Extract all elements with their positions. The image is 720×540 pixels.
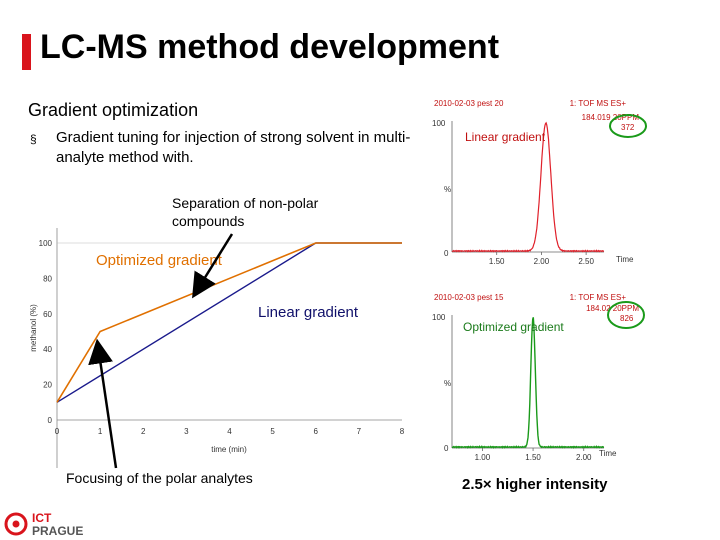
chrom-x-tick: 2.00	[576, 453, 592, 462]
chrom-x-tick: 2.00	[534, 257, 550, 266]
chrom1-ybottom: 0	[444, 249, 449, 258]
gradient-y-tick: 40	[43, 345, 52, 354]
gradient-x-tick: 0	[55, 427, 60, 436]
chrom1-x-ticks: 1.50 2.00 2.50	[489, 252, 594, 266]
chrom2-ytop: 100	[432, 313, 446, 322]
chrom1-x-label: Time	[616, 255, 634, 264]
bullet-text: Gradient tuning for injection of strong …	[56, 129, 411, 166]
gradient-x-tick: 8	[400, 427, 405, 436]
focusing-label: Focusing of the polar analytes	[66, 470, 253, 486]
gradient-y-ticks: 0 20 40 60 80 100	[39, 239, 53, 425]
chrom1-ytop: 100	[432, 119, 446, 128]
gradient-y-tick: 100	[39, 239, 53, 248]
chrom-x-tick: 2.50	[578, 257, 594, 266]
logo-mark-icon	[4, 512, 28, 536]
chrom1-peak-label: 372	[621, 123, 635, 132]
chrom2-peak-label: 826	[620, 314, 634, 323]
bullet-icon: §	[30, 132, 37, 146]
gradient-y-tick: 80	[43, 274, 52, 283]
gradient-x-tick: 1	[98, 427, 103, 436]
chrom2-x-ticks: 1.00 1.50 2.00	[475, 448, 592, 462]
separation-label: Separation of non-polar compounds	[172, 195, 319, 229]
gradient-x-tick: 2	[141, 427, 146, 436]
chrom1-header-left: 2010-02-03 pest 20	[434, 99, 504, 108]
chrom-x-tick: 1.50	[525, 453, 541, 462]
chrom1-ymid: %	[444, 185, 451, 194]
optimized-gradient-label: Optimized gradient	[96, 252, 222, 269]
top-rule	[0, 0, 720, 18]
chrom2-header-left: 2010-02-03 pest 15	[434, 293, 504, 302]
chrom2-header-mass: 184.02 20PPM	[586, 304, 639, 313]
chrom2-ybottom: 0	[444, 444, 449, 453]
chrom1-header-mass: 184.019 20PPM	[582, 113, 640, 122]
logo-line1: ICT	[32, 511, 52, 525]
chrom2-trace-label: Optimized gradient	[463, 320, 564, 334]
gradient-y-tick: 20	[43, 381, 52, 390]
linear-gradient-label: Linear gradient	[258, 304, 359, 321]
gradient-x-tick: 6	[314, 427, 319, 436]
section-subtitle: Gradient optimization	[28, 100, 199, 120]
gradient-y-tick: 0	[48, 416, 53, 425]
chrom2-x-label: Time	[599, 449, 617, 458]
chromatogram-optimized: 2010-02-03 pest 15 1: TOF MS ES+ 184.02 …	[432, 293, 645, 462]
chrom1-trace-label: Linear gradient	[465, 130, 546, 144]
title-accent-bar	[22, 34, 31, 70]
intensity-note: 2.5× higher intensity	[462, 476, 608, 493]
chrom1-header-right: 1: TOF MS ES+	[570, 99, 627, 108]
chrom1-peak-callout	[609, 114, 647, 138]
chrom2-ymid: %	[444, 379, 451, 388]
gradient-x-tick: 5	[270, 427, 275, 436]
chrom2-peak-callout	[607, 301, 645, 329]
gradient-x-label: time (min)	[211, 445, 247, 454]
chrom-x-tick: 1.00	[475, 453, 491, 462]
gradient-y-tick: 60	[43, 310, 52, 319]
logo-line2: PRAGUE	[32, 524, 84, 538]
page-title: LC-MS method development	[40, 28, 500, 66]
chromatogram-linear: 2010-02-03 pest 20 1: TOF MS ES+ 184.019…	[432, 99, 647, 266]
gradient-x-tick: 7	[357, 427, 362, 436]
gradient-x-tick: 4	[227, 427, 232, 436]
chrom2-peak-trace	[451, 317, 605, 449]
gradient-x-tick: 3	[184, 427, 189, 436]
chrom2-header-right: 1: TOF MS ES+	[570, 293, 627, 302]
chrom-x-tick: 1.50	[489, 257, 505, 266]
gradient-y-label: methanol (%)	[29, 304, 38, 352]
chrom1-peak-trace	[451, 121, 605, 253]
